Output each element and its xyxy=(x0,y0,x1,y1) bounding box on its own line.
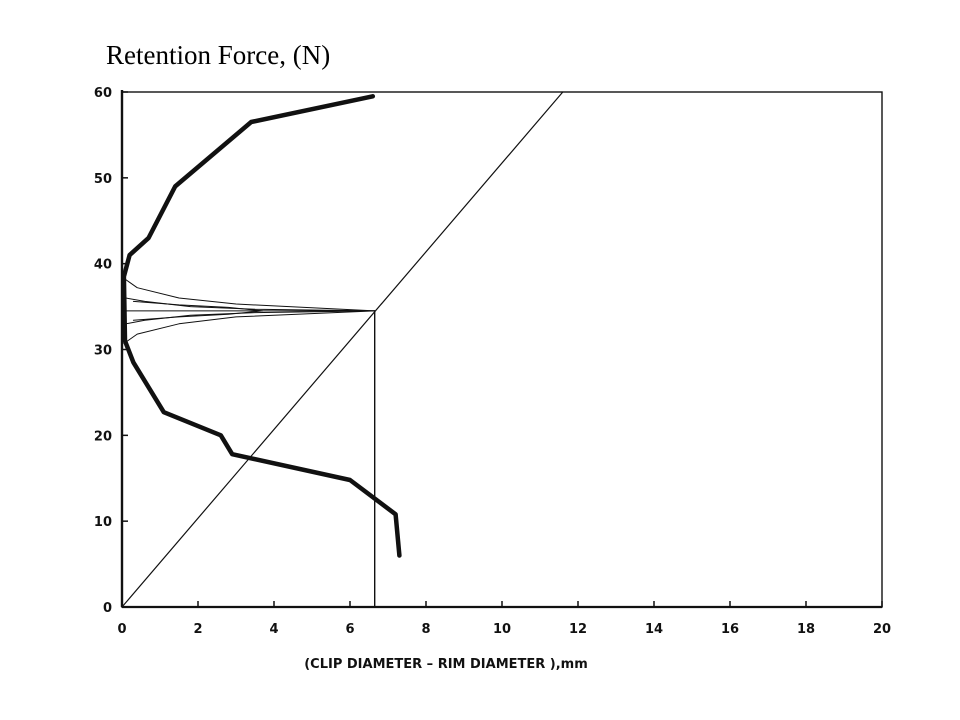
y-tick-label: 60 xyxy=(94,86,112,101)
x-tick-label: 8 xyxy=(421,622,430,637)
y-tick-label: 30 xyxy=(94,344,112,359)
x-tick-label: 6 xyxy=(345,622,354,637)
labels: 0 2 4 6 8 10 12 14 16 18 20 0 10 20 30 40 50 60 (CLIP DIAM… xyxy=(94,86,891,672)
x-tick-label: 0 xyxy=(117,622,126,637)
y-tick-label: 50 xyxy=(94,172,112,187)
converging-curve xyxy=(125,310,376,325)
retention-force-curve xyxy=(121,94,402,558)
axes xyxy=(120,90,883,609)
x-tick-label: 18 xyxy=(797,622,815,637)
converging-curve xyxy=(123,277,376,312)
bulge-curve xyxy=(132,300,264,321)
converging-curve xyxy=(123,310,376,344)
y-tick-label: 40 xyxy=(94,258,112,273)
y-tick-label: 0 xyxy=(103,601,112,616)
x-tick-label: 4 xyxy=(269,622,278,637)
diagonal-reference-line xyxy=(121,91,564,608)
x-tick-label: 2 xyxy=(193,622,202,637)
y-tick-label: 10 xyxy=(94,515,112,530)
x-axis-label: (CLIP DIAMETER – RIM DIAMETER ),mm xyxy=(304,657,588,672)
series-layer xyxy=(121,91,564,608)
chart-title: Retention Force, (N) xyxy=(106,40,331,70)
x-tick-label: 12 xyxy=(569,622,587,637)
plot-frame xyxy=(121,91,883,608)
y-tick-label: 20 xyxy=(94,429,112,444)
x-tick-label: 16 xyxy=(721,622,739,637)
x-tick-label: 10 xyxy=(493,622,511,637)
converging-curve xyxy=(125,297,376,312)
x-tick-label: 14 xyxy=(645,622,663,637)
x-tick-label: 20 xyxy=(873,622,891,637)
